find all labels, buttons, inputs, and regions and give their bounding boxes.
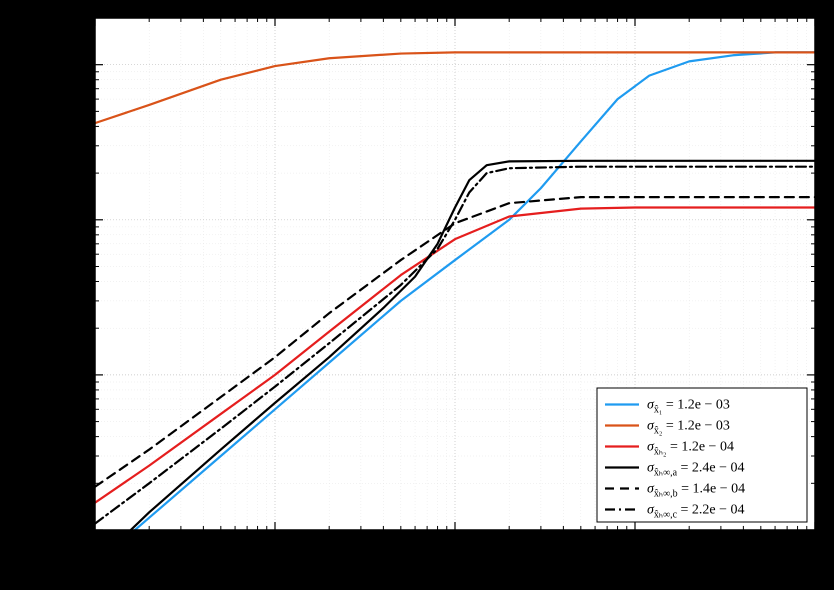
xtick-label: 100: [446, 536, 465, 554]
legend: σx̂₁ = 1.2e − 03σx̂₂ = 1.2e − 03σx̂ₕ₂ = …: [597, 388, 807, 522]
xtick-label: 102: [806, 536, 825, 554]
y-axis-label: Singular Values [m]: [19, 202, 39, 346]
ytick-label: 10-4: [63, 211, 85, 229]
xtick-label: 101: [626, 536, 645, 554]
ytick-label: 10-3: [63, 56, 85, 74]
plot-svg: 10-2 10-1 100 101 102 10-6 10-5 10-4 10-3 Time [s…: [0, 0, 834, 590]
xtick-label: 10-2: [84, 536, 106, 554]
xtick-label: 10-1: [264, 536, 286, 554]
ytick-label: 10-5: [63, 366, 85, 384]
figure: 10-2 10-1 100 101 102 10-6 10-5 10-4 10-3 Time [s…: [0, 0, 834, 590]
x-axis-label: Time [s]: [425, 558, 486, 578]
ytick-label: 10-6: [63, 521, 85, 539]
